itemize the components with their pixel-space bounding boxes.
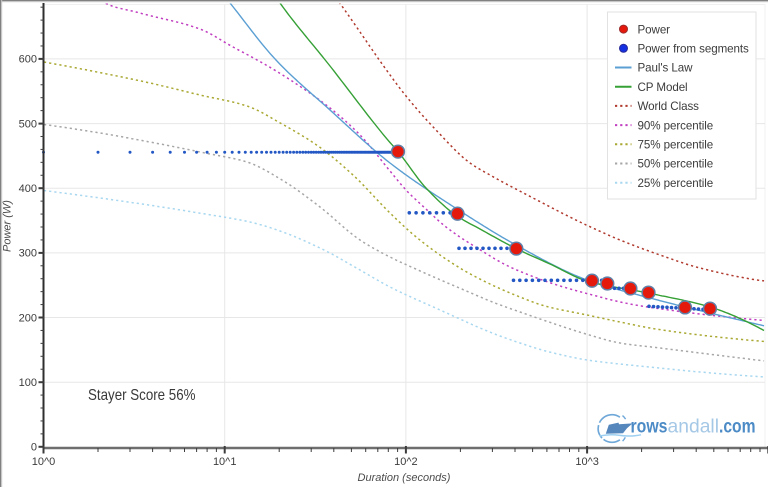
svg-text:0: 0 [31, 442, 37, 454]
svg-text:600: 600 [19, 54, 37, 66]
svg-text:CP Model: CP Model [638, 81, 688, 94]
svg-text:75% percentile: 75% percentile [638, 139, 714, 152]
svg-text:World Class: World Class [638, 100, 700, 113]
svg-text:200: 200 [19, 312, 37, 324]
svg-text:Paul's Law: Paul's Law [638, 62, 694, 75]
svg-text:50% percentile: 50% percentile [638, 158, 714, 171]
svg-text:Duration (seconds): Duration (seconds) [358, 472, 451, 484]
svg-text:400: 400 [19, 183, 37, 195]
svg-text:90% percentile: 90% percentile [638, 119, 714, 132]
svg-text:100: 100 [19, 377, 37, 389]
svg-text:Power from segments: Power from segments [638, 43, 750, 56]
svg-text:300: 300 [19, 248, 37, 260]
svg-text:25% percentile: 25% percentile [638, 177, 714, 190]
svg-text:10^3: 10^3 [575, 456, 599, 468]
svg-text:rows: rows [631, 416, 668, 438]
svg-text:andall: andall [668, 416, 720, 438]
svg-text:10^1: 10^1 [213, 456, 237, 468]
svg-text:10^2: 10^2 [394, 456, 418, 468]
svg-text:Stayer Score 56%: Stayer Score 56% [88, 387, 196, 404]
svg-text:500: 500 [19, 118, 37, 130]
svg-text:10^0: 10^0 [32, 456, 56, 468]
svg-text:Power (W): Power (W) [2, 200, 14, 252]
svg-text:.com: .com [719, 416, 756, 438]
svg-text:Power: Power [638, 23, 671, 36]
